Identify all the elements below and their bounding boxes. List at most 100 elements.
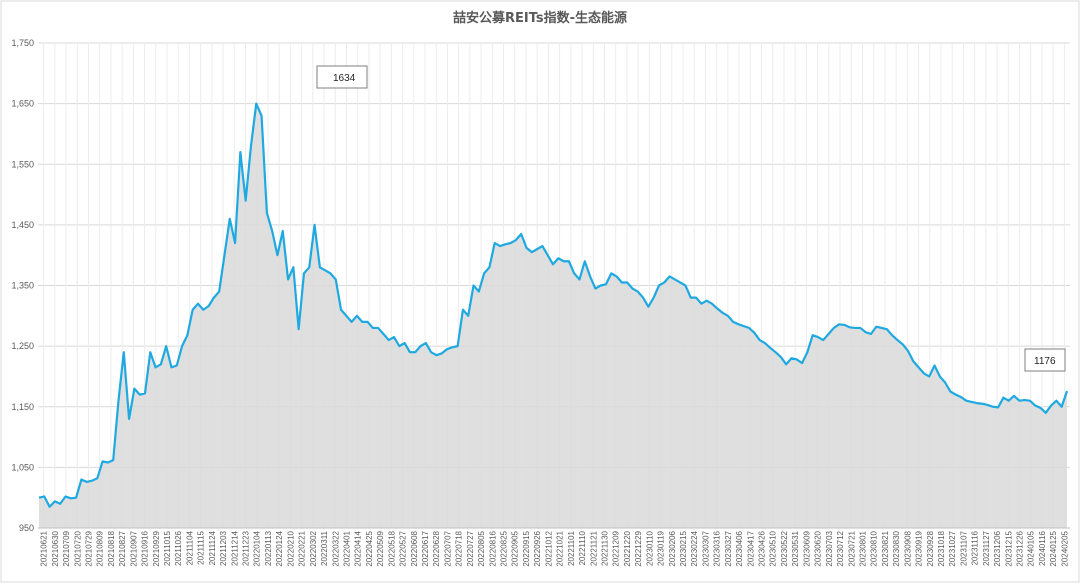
x-tick-label: 20211026 [174, 530, 183, 566]
x-tick-label: 20231206 [993, 530, 1002, 566]
x-tick-label: 20230620 [814, 530, 823, 566]
x-tick-label: 20220805 [477, 530, 486, 566]
x-tick-label: 20220509 [376, 530, 385, 566]
x-tick-label: 20210709 [62, 530, 71, 566]
x-tick-label: 20221209 [612, 530, 621, 566]
x-tick-label: 20221130 [600, 530, 609, 566]
x-tick-label: 20211115 [197, 530, 206, 564]
x-tick-label: 20231107 [959, 530, 968, 566]
x-tick-label: 20240125 [1049, 530, 1058, 566]
x-tick-label: 20230307 [701, 530, 710, 566]
x-tick-label: 20231116 [971, 530, 980, 565]
annotation-last: 1176 [1024, 348, 1066, 372]
x-tick-label: 20221229 [634, 530, 643, 566]
x-tick-labels: 20210621 20210630 20210709 20210720 20210729… [40, 530, 1070, 566]
x-tick-label: 20240116 [1038, 530, 1047, 566]
x-tick-label: 20210916 [141, 530, 150, 566]
x-tick-label: 20220707 [443, 530, 452, 566]
x-tick-label: 20230801 [858, 530, 867, 566]
x-tick-label: 20210729 [84, 530, 93, 566]
x-tick-label: 20220210 [286, 530, 295, 566]
x-tick-label: 20230928 [926, 530, 935, 566]
x-tick-label: 20230609 [802, 530, 811, 566]
x-tick-label: 20211104 [185, 530, 194, 565]
x-tick-label: 20230721 [847, 530, 856, 566]
x-tick-label: 20230830 [892, 530, 901, 566]
x-tick-label: 20220628 [432, 530, 441, 566]
x-tick-label: 20230406 [735, 530, 744, 566]
x-tick-label: 20230327 [724, 530, 733, 566]
x-tick-label: 20220617 [421, 530, 430, 566]
x-tick-label: 20230224 [690, 530, 699, 566]
x-tick-label: 20220425 [365, 530, 374, 566]
x-tick-label: 20230821 [881, 530, 890, 566]
x-tick-label: 20210929 [152, 530, 161, 566]
x-tick-label: 20220414 [354, 530, 363, 566]
y-tick-label: 1,150 [11, 402, 34, 412]
x-tick-label: 20220926 [533, 530, 542, 566]
y-tick-label: 1,050 [11, 462, 34, 472]
x-tick-label: 20210809 [96, 530, 105, 566]
x-tick-label: 20221101 [567, 530, 576, 566]
chart-title: 喆安公募REITs指数-生态能源 [453, 10, 627, 26]
x-tick-label: 20221121 [589, 530, 598, 566]
x-tick-label: 20230522 [780, 530, 789, 566]
y-tick-label: 1,350 [11, 281, 34, 291]
x-tick-label: 20230703 [825, 530, 834, 566]
x-tick-label: 20230110 [645, 530, 654, 566]
x-tick-label: 20210630 [51, 530, 60, 566]
x-tick-label: 20220727 [466, 530, 475, 566]
x-tick-label: 20240205 [1060, 530, 1069, 566]
x-tick-label: 20230531 [791, 530, 800, 566]
x-tick-label: 20220608 [410, 530, 419, 566]
annotation-last-label: 1176 [1034, 356, 1056, 367]
y-tick-labels: 950 1,050 1,150 1,250 1,350 1,450 1,550 1,650 1,… [11, 38, 34, 533]
x-tick-label: 20210818 [107, 530, 116, 566]
annotation-peak-label: 1634 [333, 73, 356, 84]
x-tick-label: 20221110 [578, 530, 587, 565]
x-tick-label: 20220518 [387, 530, 396, 566]
series-line [38, 102, 1069, 508]
series-area [39, 103, 1067, 528]
x-tick-label: 20211223 [242, 530, 251, 566]
y-tick-label: 1,550 [11, 159, 34, 169]
x-tick-label: 20211124 [208, 530, 217, 565]
y-tick-label: 1,750 [11, 38, 34, 48]
y-tick-label: 1,250 [11, 341, 34, 351]
x-tick-label: 20231127 [982, 530, 991, 566]
x-tick-label: 20210720 [73, 530, 82, 566]
x-tick-label: 20230119 [657, 530, 666, 566]
x-tick-label: 20231018 [937, 530, 946, 566]
x-tick-label: 20220527 [399, 530, 408, 566]
x-tick-label: 20220221 [298, 530, 307, 566]
x-tick-label: 20220718 [455, 530, 464, 566]
x-tick-label: 20230510 [769, 530, 778, 566]
x-tick-label: 20220113 [264, 530, 273, 566]
x-tick-label: 20220905 [511, 530, 520, 566]
x-tick-label: 20220401 [342, 530, 351, 566]
x-tick-label: 20230919 [915, 530, 924, 566]
y-tick-label: 950 [19, 523, 34, 533]
x-tick-label: 20230417 [746, 530, 755, 566]
x-tick-label: 20220322 [331, 530, 340, 566]
annotation-last-box [1024, 348, 1066, 372]
x-tick-label: 20240105 [1027, 530, 1036, 566]
x-tick-label: 20230215 [679, 530, 688, 566]
x-tick-label: 20210621 [40, 530, 49, 566]
y-tick-label: 1,450 [11, 220, 34, 230]
x-tick-label: 20220816 [488, 530, 497, 566]
x-tick-label: 20211214 [230, 530, 239, 566]
x-tick-label: 20220104 [253, 530, 262, 566]
x-tick-label: 20230810 [870, 530, 879, 566]
x-tick-label: 20220302 [309, 530, 318, 566]
x-tick-label: 20230712 [836, 530, 845, 566]
x-tick-label: 20211203 [219, 530, 228, 566]
line-layer [38, 102, 1070, 529]
x-tick-label: 20220311 [320, 530, 329, 566]
x-tick-label: 20231215 [1004, 530, 1013, 566]
x-tick-label: 20220124 [275, 530, 284, 566]
annotation-peak-box [316, 65, 368, 89]
x-tick-label: 20221012 [544, 530, 553, 566]
x-tick-label: 20230206 [668, 530, 677, 566]
